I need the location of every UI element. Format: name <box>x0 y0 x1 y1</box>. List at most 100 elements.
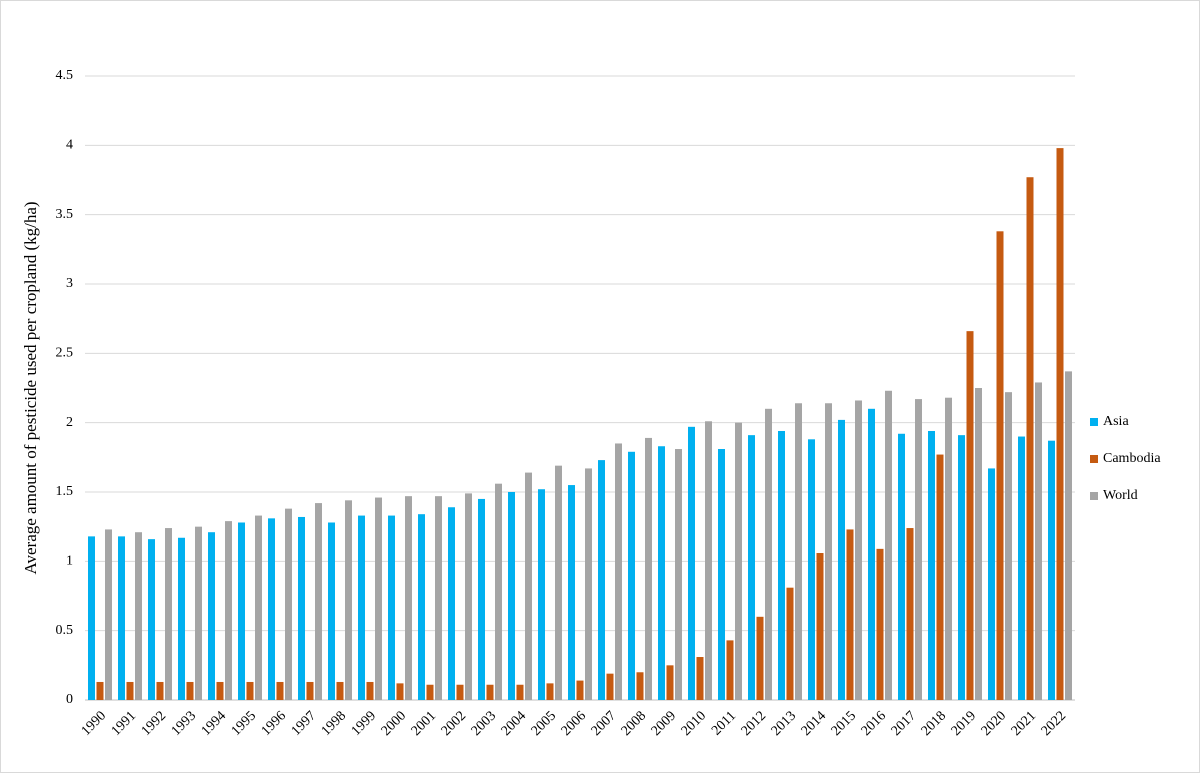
bar <box>568 485 575 700</box>
bar <box>456 684 464 700</box>
bar <box>585 468 592 700</box>
bar <box>216 681 224 700</box>
bar <box>246 681 254 700</box>
y-tick-label: 3 <box>66 276 73 291</box>
legend-label: Cambodia <box>1103 451 1161 466</box>
bar <box>576 680 584 700</box>
bar <box>208 532 215 700</box>
legend-swatch <box>1090 455 1098 463</box>
legend-swatch <box>1090 492 1098 500</box>
bar <box>388 515 395 700</box>
bar <box>426 684 434 700</box>
y-tick-label: 4.5 <box>56 68 74 83</box>
bar <box>838 419 845 700</box>
bar <box>825 403 832 700</box>
bar <box>786 587 794 700</box>
bar <box>396 683 404 700</box>
bar <box>285 508 292 700</box>
bar <box>636 672 644 700</box>
bar <box>1035 382 1042 700</box>
bar <box>1056 148 1064 700</box>
bar <box>606 673 614 700</box>
bar <box>555 465 562 700</box>
bar <box>105 529 112 700</box>
bar <box>298 516 305 700</box>
bar <box>345 500 352 700</box>
bar <box>885 390 892 700</box>
bar <box>808 439 815 700</box>
bar <box>1005 392 1012 700</box>
bar <box>988 468 995 700</box>
bar <box>795 403 802 700</box>
bar <box>726 640 734 700</box>
y-tick-label: 1.5 <box>56 484 74 499</box>
bar <box>958 435 965 700</box>
bar <box>876 548 884 700</box>
bar <box>186 681 194 700</box>
bar <box>975 388 982 700</box>
bar <box>336 681 344 700</box>
bar <box>855 400 862 700</box>
bar <box>945 397 952 700</box>
bar <box>705 421 712 700</box>
bar <box>696 657 704 700</box>
bar <box>996 231 1004 700</box>
bar <box>748 435 755 700</box>
bar <box>675 449 682 700</box>
y-tick-label: 1 <box>66 554 73 569</box>
bar <box>598 460 605 700</box>
bar <box>486 684 494 700</box>
y-tick-label: 4 <box>66 138 73 153</box>
y-axis-title: Average amount of pesticide used per cro… <box>21 201 40 574</box>
bar <box>516 684 524 700</box>
legend-label: World <box>1103 488 1138 503</box>
bar <box>615 443 622 700</box>
bar <box>906 528 914 700</box>
bar <box>508 492 515 700</box>
bar <box>156 681 164 700</box>
bar <box>538 489 545 700</box>
legend-swatch <box>1090 418 1098 426</box>
y-tick-label: 0.5 <box>56 623 74 638</box>
bar <box>366 681 374 700</box>
bar <box>816 553 824 700</box>
bar <box>465 493 472 700</box>
bar <box>1026 177 1034 700</box>
bar <box>915 399 922 700</box>
y-tick-label: 3.5 <box>56 207 74 222</box>
bar <box>96 681 104 700</box>
bar <box>898 433 905 700</box>
bar <box>1065 371 1072 700</box>
bar <box>418 514 425 700</box>
bar <box>358 515 365 700</box>
bar <box>495 483 502 700</box>
bar <box>126 681 134 700</box>
bar <box>435 496 442 700</box>
bar <box>405 496 412 700</box>
bar <box>268 518 275 700</box>
bar <box>966 331 974 700</box>
bar <box>868 408 875 700</box>
bar <box>306 681 314 700</box>
y-tick-label: 0 <box>66 692 73 707</box>
legend-label: Asia <box>1103 414 1129 429</box>
bar <box>148 539 155 700</box>
bar <box>238 522 245 700</box>
bar <box>778 430 785 700</box>
bar <box>88 536 95 700</box>
bar <box>478 498 485 700</box>
bar <box>525 472 532 700</box>
bar <box>756 616 764 700</box>
bar <box>315 503 322 700</box>
bar <box>846 529 854 700</box>
bar <box>936 454 944 700</box>
bar <box>546 683 554 700</box>
bar <box>645 437 652 700</box>
bar <box>1018 436 1025 700</box>
bar <box>118 536 125 700</box>
bar <box>165 528 172 700</box>
bar <box>928 430 935 700</box>
bar <box>225 521 232 700</box>
bar <box>688 426 695 700</box>
